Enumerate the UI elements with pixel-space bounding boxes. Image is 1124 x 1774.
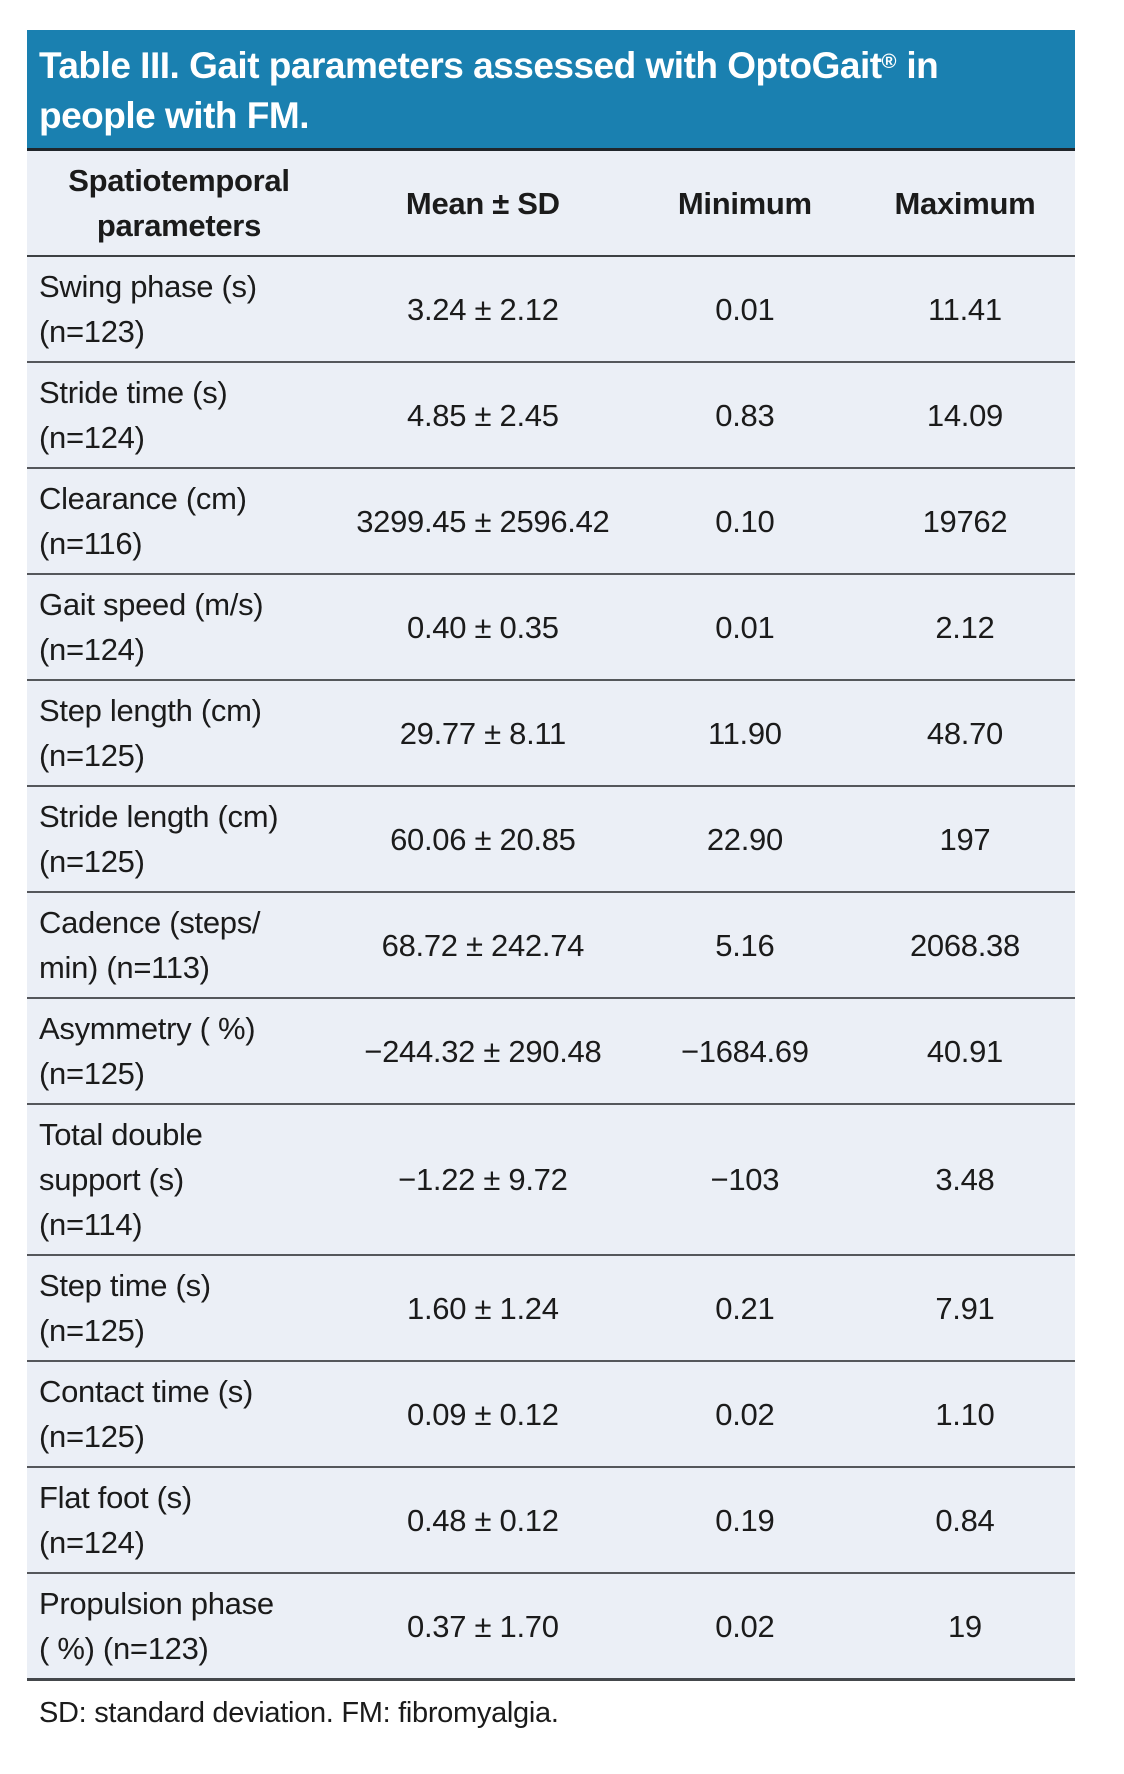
cell-parameter: Asymmetry ( %) (n=125)	[39, 1011, 256, 1092]
cell-maximum: 11.41	[928, 291, 1002, 327]
table-row: Total double support (s) (n=114) −1.22 ±…	[27, 1105, 1075, 1257]
cell-parameter: Clearance (cm) (n=116)	[39, 481, 247, 562]
cell-maximum: 14.09	[926, 397, 1003, 433]
table-footnote: SD: standard deviation. FM: fibromyalgia…	[39, 1697, 559, 1729]
cell-parameter: Contact time (s) (n=125)	[39, 1374, 253, 1455]
cell-minimum: 0.21	[715, 1290, 775, 1326]
cell-mean-sd: 3299.45 ± 2596.42	[356, 503, 610, 539]
cell-minimum: 5.16	[715, 927, 775, 963]
column-header-mean-sd: Mean ± SD	[405, 185, 560, 221]
cell-maximum: 19	[947, 1608, 982, 1644]
cell-maximum: 0.84	[935, 1502, 995, 1538]
cell-minimum: 0.02	[715, 1396, 775, 1432]
table-row: Swing phase (s) (n=123) 3.24 ± 2.12 0.01…	[27, 257, 1075, 364]
table-row: Stride length (cm) (n=125) 60.06 ± 20.85…	[27, 787, 1075, 894]
cell-minimum: 0.01	[715, 609, 775, 645]
column-header-maximum: Maximum	[894, 185, 1036, 221]
table-row: Clearance (cm) (n=116) 3299.45 ± 2596.42…	[27, 469, 1075, 576]
cell-maximum: 197	[939, 821, 991, 857]
cell-mean-sd: 1.60 ± 1.24	[407, 1290, 559, 1326]
table-title-rest: in people with FM.	[39, 45, 939, 137]
cell-minimum: 0.02	[715, 1608, 775, 1644]
table-row: Step time (s) (n=125) 1.60 ± 1.24 0.21 7…	[27, 1256, 1075, 1363]
cell-mean-sd: 0.09 ± 0.12	[407, 1396, 559, 1432]
cell-minimum: 0.83	[715, 397, 775, 433]
cell-mean-sd: 29.77 ± 8.11	[399, 715, 567, 751]
cell-maximum: 7.91	[935, 1290, 995, 1326]
cell-parameter: Swing phase (s) (n=123)	[39, 269, 257, 350]
cell-parameter: Step time (s) (n=125)	[39, 1268, 211, 1349]
cell-parameter: Stride time (s) (n=124)	[39, 375, 228, 456]
cell-mean-sd: 60.06 ± 20.85	[390, 821, 576, 857]
cell-mean-sd: −1.22 ± 9.72	[398, 1162, 568, 1198]
cell-minimum: −1684.69	[680, 1033, 809, 1069]
cell-parameter: Total double support (s) (n=114)	[39, 1117, 203, 1243]
cell-parameter: Cadence (steps/ min) (n=113)	[39, 905, 261, 986]
column-header-minimum: Minimum	[677, 185, 812, 221]
table-title: Table III. Gait parameters assessed with…	[27, 30, 1075, 152]
cell-mean-sd: 68.72 ± 242.74	[381, 927, 585, 963]
cell-minimum: −103	[710, 1162, 780, 1198]
cell-maximum: 40.91	[926, 1033, 1003, 1069]
cell-mean-sd: 0.48 ± 0.12	[407, 1502, 559, 1538]
table-row: Contact time (s) (n=125) 0.09 ± 0.12 0.0…	[27, 1362, 1075, 1469]
registered-trademark-symbol: ®	[881, 51, 897, 73]
cell-maximum: 19762	[922, 503, 1008, 539]
cell-parameter: Step length (cm) (n=125)	[39, 693, 262, 774]
table-row: Gait speed (m/s) (n=124) 0.40 ± 0.35 0.0…	[27, 575, 1075, 682]
cell-minimum: 0.19	[715, 1502, 775, 1538]
cell-mean-sd: 0.37 ± 1.70	[407, 1608, 559, 1644]
cell-mean-sd: −244.32 ± 290.48	[364, 1033, 602, 1069]
cell-mean-sd: 4.85 ± 2.45	[407, 397, 559, 433]
cell-minimum: 0.01	[715, 291, 775, 327]
cell-parameter: Gait speed (m/s) (n=124)	[39, 587, 264, 668]
gait-parameters-table: Table III. Gait parameters assessed with…	[27, 30, 1075, 1682]
cell-maximum: 48.70	[926, 715, 1003, 751]
table-row: Asymmetry ( %) (n=125) −244.32 ± 290.48 …	[27, 999, 1075, 1106]
cell-minimum: 11.90	[707, 715, 782, 751]
cell-maximum: 2.12	[935, 609, 995, 645]
cell-mean-sd: 3.24 ± 2.12	[407, 291, 559, 327]
cell-maximum: 3.48	[935, 1162, 995, 1198]
cell-maximum: 2068.38	[909, 927, 1020, 963]
cell-minimum: 0.10	[715, 503, 775, 539]
table-row: Cadence (steps/ min) (n=113) 68.72 ± 242…	[27, 893, 1075, 1000]
cell-minimum: 22.90	[706, 821, 783, 857]
cell-parameter: Flat foot (s) (n=124)	[39, 1480, 192, 1561]
table-row: Flat foot (s) (n=124) 0.48 ± 0.12 0.19 0…	[27, 1468, 1075, 1575]
cell-mean-sd: 0.40 ± 0.35	[407, 609, 559, 645]
cell-parameter: Stride length (cm) (n=125)	[39, 799, 279, 880]
cell-maximum: 1.10	[935, 1396, 995, 1432]
table-title-text: Table III. Gait parameters assessed with…	[39, 45, 882, 87]
column-header-spatiotemporal-parameters: Spatiotemporal parameters	[68, 163, 290, 244]
table-row: Propulsion phase ( %) (n=123) 0.37 ± 1.7…	[27, 1574, 1075, 1682]
table-row: Step length (cm) (n=125) 29.77 ± 8.11 11…	[27, 681, 1075, 788]
table-body: Swing phase (s) (n=123) 3.24 ± 2.12 0.01…	[27, 257, 1075, 1682]
table-header-row: Spatiotemporal parameters Mean ± SD Mini…	[27, 151, 1075, 258]
table-row: Stride time (s) (n=124) 4.85 ± 2.45 0.83…	[27, 363, 1075, 470]
cell-parameter: Propulsion phase ( %) (n=123)	[39, 1586, 274, 1667]
